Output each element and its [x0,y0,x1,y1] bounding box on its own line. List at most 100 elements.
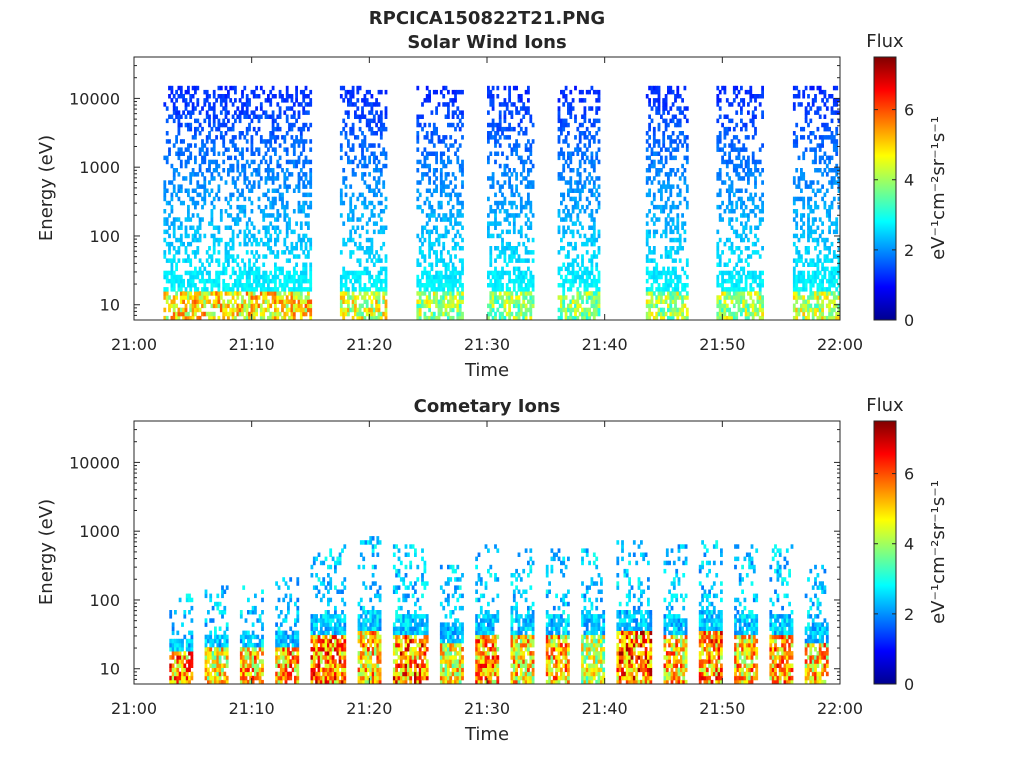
spectrogram-cell [591,86,594,91]
spectrogram-cell [449,135,452,140]
spectrogram-cell [728,193,731,198]
spectrogram-cell [819,283,822,288]
spectrogram-cell [598,193,601,198]
spectrogram-cell [340,291,343,296]
spectrogram-cell [187,86,190,91]
spectrogram-cell [527,258,530,263]
spectrogram-cell [819,86,822,91]
spectrogram-cell [267,230,270,235]
spectrogram-cell [593,123,596,128]
spectrogram-cell [489,258,492,263]
spectrogram-cell [265,279,268,284]
spectrogram-cell [385,308,388,313]
spectrogram-cell [194,160,197,165]
spectrogram-cell [527,279,530,284]
spectrogram-cell [504,197,507,202]
spectrogram-cell [349,197,352,202]
spectrogram-cell [248,98,251,103]
spectrogram-cell [416,283,419,288]
spectrogram-cell [658,291,661,296]
spectrogram-cell [286,189,289,194]
spectrogram-cell [532,139,535,144]
spectrogram-cell [821,98,824,103]
spectrogram-cell [345,279,348,284]
spectrogram-cell [672,119,675,124]
spectrogram-cell [520,287,523,292]
spectrogram-cell [229,156,232,161]
spectrogram-cell [419,263,422,268]
spectrogram-cell [648,168,651,173]
spectrogram-cell [667,90,670,95]
spectrogram-cell [487,131,490,136]
spectrogram-cell [831,184,834,189]
spectrogram-cell [426,300,429,305]
spectrogram-cell [196,213,199,218]
spectrogram-cell [449,143,452,148]
spectrogram-cell [584,131,587,136]
spectrogram-cell [305,300,308,305]
spectrogram-cell [731,180,734,185]
spectrogram-cell [833,110,836,115]
spectrogram-cell [166,275,169,280]
spectrogram-cell [562,279,565,284]
spectrogram-cell [208,180,211,185]
spectrogram-cell [527,98,530,103]
spectrogram-cell [667,279,670,284]
spectrogram-cell [218,184,221,189]
spectrogram-cell [586,197,589,202]
spectrogram-cell [496,131,499,136]
spectrogram-cell [345,94,348,99]
spectrogram-cell [354,312,357,317]
spectrogram-cell [279,197,282,202]
spectrogram-cell [241,275,244,280]
spectrogram-cell [819,217,822,222]
spectrogram-cell [672,258,675,263]
x-tick-label: 21:30 [464,335,510,354]
spectrogram-cell [669,275,672,280]
spectrogram-cell [229,246,232,251]
spectrogram-cell [456,156,459,161]
spectrogram-cell [793,275,796,280]
spectrogram-cell [208,263,211,268]
spectrogram-cell [305,275,308,280]
spectrogram-cell [646,156,649,161]
spectrogram-cell [492,304,495,309]
spectrogram-cell [236,221,239,226]
spectrogram-cell [309,184,312,189]
spectrogram-cell [258,94,261,99]
spectrogram-cell [814,312,817,317]
spectrogram-cell [279,184,282,189]
spectrogram-cell [288,184,291,189]
spectrogram-cell [258,184,261,189]
spectrogram-cell [293,143,296,148]
spectrogram-cell [817,267,820,272]
spectrogram-cell [802,197,805,202]
spectrogram-cell [194,230,197,235]
spectrogram-cell [251,189,254,194]
spectrogram-cell [276,254,279,258]
spectrogram-cell [340,287,343,292]
spectrogram-cell [239,209,242,214]
spectrogram-cell [232,168,235,173]
spectrogram-cell [805,180,808,185]
spectrogram-cell [187,254,190,258]
spectrogram-cell [667,291,670,296]
spectrogram-cell [440,254,443,258]
spectrogram-cell [166,156,169,161]
spectrogram-cell [298,172,301,177]
spectrogram-cell [593,295,596,300]
spectrogram-cell [492,172,495,177]
spectrogram-cell [307,213,310,218]
spectrogram-cell [724,135,727,140]
spectrogram-cell [269,176,272,181]
spectrogram-cell [669,86,672,91]
x-tick-label: 21:40 [582,335,628,354]
spectrogram-cell [272,86,275,91]
spectrogram-cell [489,205,492,210]
spectrogram-cell [833,102,836,107]
spectrogram-cell [724,291,727,296]
spectrogram-cell [309,180,312,185]
spectrogram-cell [352,94,355,99]
spectrogram-cell [511,213,514,218]
spectrogram-cell [665,205,668,210]
